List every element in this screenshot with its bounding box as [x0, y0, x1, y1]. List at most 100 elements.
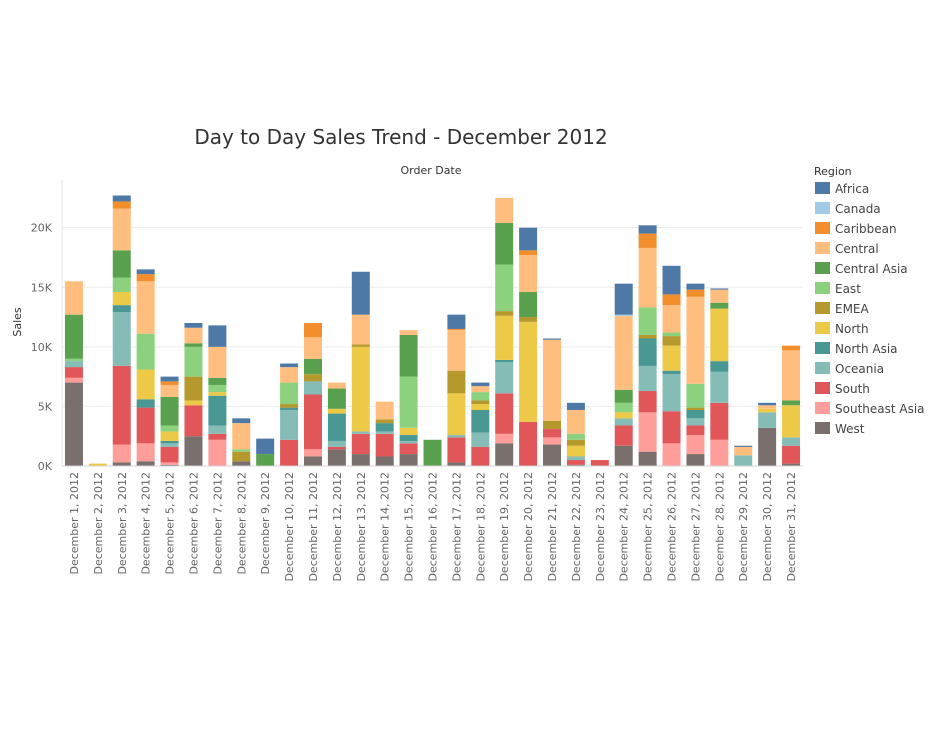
bar-segment-africa[interactable] [519, 227, 538, 251]
bar-segment-oceania[interactable] [327, 440, 346, 447]
bar-segment-north[interactable] [471, 404, 490, 410]
bar-segment-emea[interactable] [447, 370, 466, 394]
bar-segment-africa[interactable] [256, 438, 275, 455]
bar-segment-central[interactable] [566, 409, 585, 434]
bar-segment-africa[interactable] [543, 338, 562, 340]
bar-segment-east[interactable] [280, 382, 299, 405]
bar-segment-central[interactable] [112, 208, 131, 251]
bar-segment-south[interactable] [566, 460, 585, 465]
bar-segment-central-asia[interactable] [256, 454, 275, 466]
bar-segment-southeast-asia[interactable] [638, 412, 657, 452]
bar-segment-africa[interactable] [184, 323, 203, 328]
bar-segment-central[interactable] [662, 305, 681, 333]
bar-segment-oceania[interactable] [160, 443, 179, 447]
bar-segment-caribbean[interactable] [638, 233, 657, 248]
bar-segment-southeast-asia[interactable] [303, 449, 322, 457]
bar-segment-west[interactable] [447, 462, 466, 466]
bar-segment-north[interactable] [208, 392, 227, 396]
bar-segment-north[interactable] [710, 308, 729, 362]
bar-segment-north[interactable] [351, 346, 370, 432]
bar-segment-north-asia[interactable] [686, 409, 705, 419]
bar-segment-west[interactable] [112, 462, 131, 466]
bar-segment-west[interactable] [758, 427, 777, 466]
bar-segment-central-asia[interactable] [495, 222, 514, 265]
bar-segment-emea[interactable] [638, 334, 657, 339]
bar-segment-emea[interactable] [519, 317, 538, 322]
bar-segment-africa[interactable] [351, 271, 370, 315]
bar-segment-south[interactable] [590, 460, 609, 466]
bar-segment-central[interactable] [686, 296, 705, 384]
bar-segment-central[interactable] [327, 382, 346, 389]
bar-segment-oceania[interactable] [614, 418, 633, 426]
bar-segment-north[interactable] [566, 445, 585, 457]
bar-segment-oceania[interactable] [686, 418, 705, 426]
bar-segment-north-asia[interactable] [208, 395, 227, 426]
bar-segment-central-asia[interactable] [208, 377, 227, 385]
bar-segment-oceania[interactable] [566, 456, 585, 461]
bar-segment-south[interactable] [782, 445, 801, 464]
bar-segment-emea[interactable] [543, 420, 562, 430]
bar-segment-central-asia[interactable] [519, 292, 538, 318]
bar-segment-west[interactable] [64, 382, 83, 466]
bar-segment-east[interactable] [208, 384, 227, 393]
bar-segment-north[interactable] [782, 405, 801, 438]
bar-segment-central[interactable] [232, 423, 251, 450]
bar-segment-west[interactable] [495, 443, 514, 466]
bar-segment-south[interactable] [399, 443, 418, 455]
bar-segment-emea[interactable] [351, 344, 370, 347]
bar-segment-southeast-asia[interactable] [495, 433, 514, 444]
bar-segment-north-asia[interactable] [375, 423, 394, 432]
bar-segment-africa[interactable] [208, 325, 227, 347]
bar-segment-east[interactable] [64, 358, 83, 362]
bar-segment-oceania[interactable] [208, 425, 227, 434]
bar-segment-west[interactable] [184, 436, 203, 466]
bar-segment-central-asia[interactable] [112, 250, 131, 278]
bar-segment-central-asia[interactable] [160, 396, 179, 426]
bar-segment-africa[interactable] [638, 225, 657, 234]
bar-segment-southeast-asia[interactable] [662, 443, 681, 466]
bar-segment-oceania[interactable] [471, 432, 490, 447]
bar-segment-africa[interactable] [686, 283, 705, 290]
bar-segment-oceania[interactable] [447, 435, 466, 438]
bar-segment-central[interactable] [519, 255, 538, 293]
bar-segment-central-asia[interactable] [614, 389, 633, 403]
bar-segment-africa[interactable] [566, 402, 585, 410]
bar-segment-south[interactable] [543, 429, 562, 438]
bar-segment-south[interactable] [375, 433, 394, 457]
bar-segment-central[interactable] [782, 350, 801, 401]
bar-segment-central-asia[interactable] [782, 400, 801, 406]
bar-segment-caribbean[interactable] [303, 323, 322, 338]
bar-segment-east[interactable] [136, 333, 155, 370]
bar-segment-emea[interactable] [184, 376, 203, 401]
bar-segment-north[interactable] [447, 393, 466, 436]
bar-segment-central[interactable] [734, 446, 753, 456]
bar-segment-southeast-asia[interactable] [160, 462, 179, 465]
bar-segment-south[interactable] [327, 446, 346, 450]
bar-segment-east[interactable] [662, 332, 681, 337]
bar-segment-central[interactable] [710, 289, 729, 303]
bar-segment-central[interactable] [399, 330, 418, 335]
bar-segment-south[interactable] [662, 411, 681, 444]
bar-segment-west[interactable] [638, 451, 657, 466]
bar-segment-west[interactable] [303, 456, 322, 466]
bar-segment-south[interactable] [136, 407, 155, 444]
bar-segment-southeast-asia[interactable] [136, 443, 155, 462]
bar-segment-north-asia[interactable] [112, 305, 131, 313]
bar-segment-southeast-asia[interactable] [208, 439, 227, 466]
bar-segment-east[interactable] [471, 392, 490, 401]
bar-segment-central[interactable] [136, 281, 155, 334]
bar-segment-central[interactable] [758, 405, 777, 409]
bar-segment-south[interactable] [447, 437, 466, 463]
bar-segment-caribbean[interactable] [112, 201, 131, 209]
bar-segment-north-asia[interactable] [638, 338, 657, 366]
bar-segment-south[interactable] [208, 433, 227, 440]
bar-segment-west[interactable] [232, 461, 251, 466]
bar-segment-central-asia[interactable] [399, 334, 418, 377]
bar-segment-oceania[interactable] [782, 437, 801, 446]
bar-segment-emea[interactable] [303, 374, 322, 382]
bar-segment-south[interactable] [280, 439, 299, 466]
bar-segment-west[interactable] [160, 464, 179, 466]
bar-segment-caribbean[interactable] [519, 250, 538, 256]
bar-segment-south[interactable] [64, 367, 83, 378]
bar-segment-north[interactable] [136, 369, 155, 400]
